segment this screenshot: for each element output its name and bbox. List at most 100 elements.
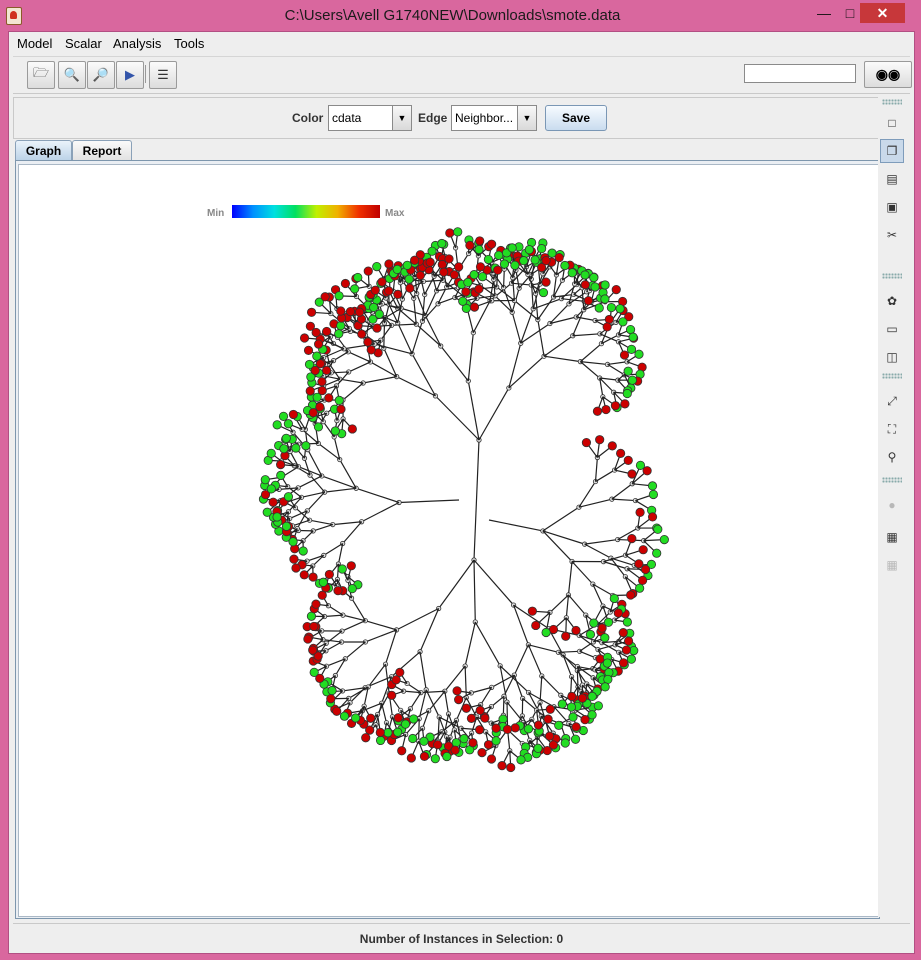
- green-leaf-node[interactable]: [427, 246, 437, 256]
- red-leaf-node[interactable]: [425, 257, 435, 267]
- green-leaf-node[interactable]: [393, 727, 403, 737]
- green-leaf-node[interactable]: [337, 564, 347, 574]
- green-leaf-node[interactable]: [523, 724, 534, 734]
- red-leaf-node[interactable]: [554, 252, 564, 263]
- color-select[interactable]: cdata ▼: [328, 105, 412, 131]
- red-leaf-node[interactable]: [326, 694, 336, 704]
- green-leaf-node[interactable]: [260, 475, 270, 485]
- red-leaf-node[interactable]: [340, 278, 351, 289]
- green-leaf-node[interactable]: [626, 344, 637, 354]
- green-leaf-node[interactable]: [600, 280, 610, 290]
- database-icon[interactable]: ◫: [886, 350, 898, 364]
- table-icon[interactable]: ▦: [886, 530, 898, 544]
- red-leaf-node[interactable]: [543, 714, 553, 724]
- red-leaf-node[interactable]: [347, 424, 357, 434]
- red-leaf-node[interactable]: [311, 599, 321, 609]
- red-leaf-node[interactable]: [454, 262, 464, 272]
- zoom-in-icon[interactable]: 🔍: [58, 61, 86, 89]
- red-leaf-node[interactable]: [445, 228, 455, 238]
- green-leaf-node[interactable]: [281, 521, 292, 531]
- monitor-icon[interactable]: ▭: [886, 322, 898, 336]
- green-leaf-node[interactable]: [400, 719, 411, 729]
- red-leaf-node[interactable]: [635, 507, 645, 517]
- red-leaf-node[interactable]: [506, 762, 516, 773]
- red-leaf-node[interactable]: [306, 307, 317, 317]
- green-leaf-node[interactable]: [648, 489, 659, 500]
- red-leaf-node[interactable]: [315, 673, 325, 683]
- green-leaf-node[interactable]: [524, 245, 534, 255]
- red-leaf-node[interactable]: [618, 628, 628, 638]
- red-leaf-node[interactable]: [601, 404, 611, 415]
- red-leaf-node[interactable]: [320, 292, 330, 302]
- green-leaf-node[interactable]: [585, 629, 596, 640]
- green-leaf-node[interactable]: [369, 302, 379, 313]
- red-leaf-node[interactable]: [627, 534, 637, 544]
- green-leaf-node[interactable]: [609, 593, 619, 604]
- green-leaf-node[interactable]: [590, 282, 600, 292]
- red-leaf-node[interactable]: [626, 590, 636, 600]
- green-leaf-node[interactable]: [635, 460, 646, 470]
- red-leaf-node[interactable]: [548, 740, 559, 750]
- red-leaf-node[interactable]: [491, 723, 501, 733]
- green-leaf-node[interactable]: [568, 712, 578, 722]
- green-leaf-node[interactable]: [392, 264, 402, 275]
- green-leaf-node[interactable]: [589, 618, 599, 628]
- red-leaf-node[interactable]: [289, 554, 299, 564]
- green-leaf-node[interactable]: [353, 272, 363, 283]
- green-leaf-node[interactable]: [279, 444, 289, 454]
- red-leaf-node[interactable]: [493, 265, 503, 275]
- red-leaf-node[interactable]: [299, 570, 309, 580]
- red-leaf-node[interactable]: [309, 621, 319, 632]
- menu-analysis[interactable]: Analysis: [113, 36, 162, 51]
- green-leaf-node[interactable]: [458, 296, 468, 306]
- green-leaf-node[interactable]: [262, 507, 272, 517]
- red-leaf-node[interactable]: [372, 323, 382, 333]
- menu-tools[interactable]: Tools: [174, 36, 205, 51]
- green-leaf-node[interactable]: [626, 654, 636, 664]
- maximize-button[interactable]: □: [845, 5, 855, 21]
- red-leaf-node[interactable]: [597, 623, 607, 633]
- green-leaf-node[interactable]: [451, 738, 461, 748]
- red-leaf-node[interactable]: [545, 704, 555, 714]
- green-leaf-node[interactable]: [606, 302, 617, 313]
- red-leaf-node[interactable]: [303, 345, 314, 355]
- red-leaf-node[interactable]: [449, 270, 459, 280]
- red-leaf-node[interactable]: [375, 727, 385, 738]
- green-leaf-node[interactable]: [306, 372, 316, 382]
- red-leaf-node[interactable]: [366, 345, 376, 355]
- red-leaf-node[interactable]: [315, 402, 325, 412]
- green-leaf-node[interactable]: [442, 751, 452, 762]
- red-leaf-node[interactable]: [571, 722, 581, 732]
- zoom-out-icon[interactable]: 🔎: [87, 61, 115, 89]
- menu-model[interactable]: Model: [17, 36, 53, 51]
- red-leaf-node[interactable]: [620, 399, 630, 409]
- green-leaf-node[interactable]: [567, 268, 577, 278]
- red-leaf-node[interactable]: [377, 277, 387, 287]
- chevron-down-icon[interactable]: ▼: [392, 106, 411, 130]
- green-leaf-node[interactable]: [628, 332, 638, 342]
- red-leaf-node[interactable]: [468, 738, 478, 748]
- green-leaf-node[interactable]: [266, 448, 276, 458]
- open-icon[interactable]: 🗁: [27, 61, 55, 89]
- red-leaf-node[interactable]: [475, 725, 485, 735]
- red-leaf-node[interactable]: [315, 359, 326, 369]
- green-leaf-node[interactable]: [507, 243, 517, 253]
- red-leaf-node[interactable]: [299, 333, 310, 343]
- red-leaf-node[interactable]: [305, 386, 315, 396]
- green-leaf-node[interactable]: [560, 738, 570, 748]
- red-leaf-node[interactable]: [475, 705, 485, 716]
- red-leaf-node[interactable]: [384, 259, 394, 269]
- green-leaf-node[interactable]: [623, 366, 633, 376]
- zoom-fit-icon[interactable]: ⛶: [887, 421, 897, 436]
- red-leaf-node[interactable]: [510, 723, 520, 733]
- red-leaf-node[interactable]: [469, 302, 480, 312]
- green-leaf-node[interactable]: [278, 411, 289, 421]
- red-leaf-node[interactable]: [642, 466, 652, 476]
- red-leaf-node[interactable]: [410, 255, 420, 265]
- green-leaf-node[interactable]: [283, 492, 294, 502]
- red-leaf-node[interactable]: [454, 695, 464, 705]
- red-leaf-node[interactable]: [537, 262, 547, 273]
- red-leaf-node[interactable]: [444, 254, 454, 264]
- green-leaf-node[interactable]: [453, 227, 463, 237]
- red-leaf-node[interactable]: [466, 713, 477, 723]
